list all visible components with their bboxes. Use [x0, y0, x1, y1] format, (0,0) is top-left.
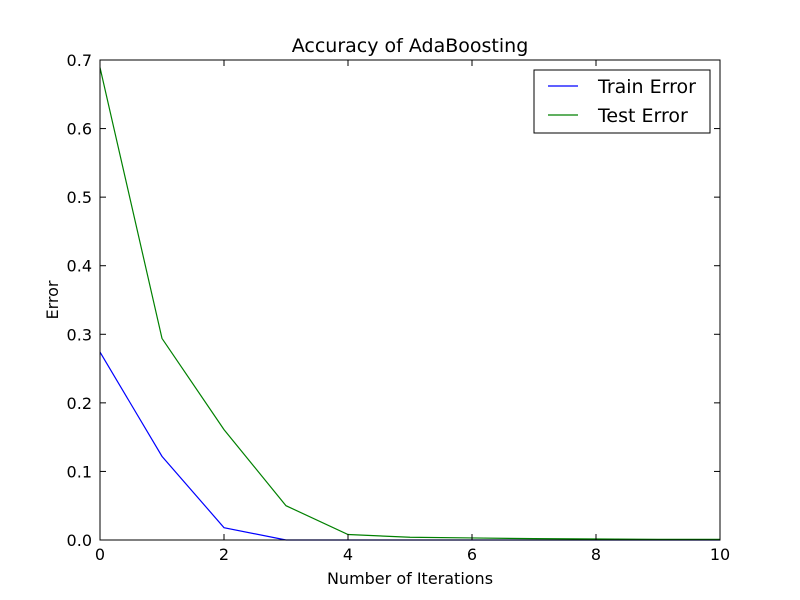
y-tick-label: 0.1: [67, 462, 92, 481]
series-line-test-error: [99, 67, 720, 540]
legend-box: [533, 69, 711, 134]
legend-label: Train Error: [597, 76, 696, 98]
x-axis-label: Number of Iterations: [327, 569, 493, 588]
y-axis-label: Error: [43, 280, 62, 319]
x-tick-label: 10: [710, 545, 730, 564]
y-tick-label: 0.3: [67, 325, 92, 344]
x-tick-label: 2: [219, 545, 229, 564]
x-tick-label: 4: [343, 545, 353, 564]
y-tick-label: 0.5: [67, 188, 92, 207]
plot-area: [99, 67, 720, 541]
plot-frame: [99, 59, 721, 541]
y-tick-label: 0.6: [67, 120, 92, 139]
x-tick-label: 0: [95, 545, 105, 564]
y-tick-label: 0.0: [67, 531, 92, 550]
legend: Train Error Test Error: [533, 69, 711, 134]
axis-ticks: 0 2 4 6 8 10 0.0 0.1 0.2 0.3 0.4 0.5 0.6 0.7: [67, 51, 731, 564]
y-tick-label: 0.7: [67, 51, 92, 70]
x-tick-label: 8: [591, 545, 601, 564]
chart-title: Accuracy of AdaBoosting: [292, 35, 529, 57]
legend-label: Test Error: [597, 105, 688, 127]
series-line-train-error: [99, 351, 720, 541]
y-tick-label: 0.2: [67, 394, 92, 413]
x-tick-label: 6: [467, 545, 477, 564]
y-tick-label: 0.4: [67, 257, 92, 276]
